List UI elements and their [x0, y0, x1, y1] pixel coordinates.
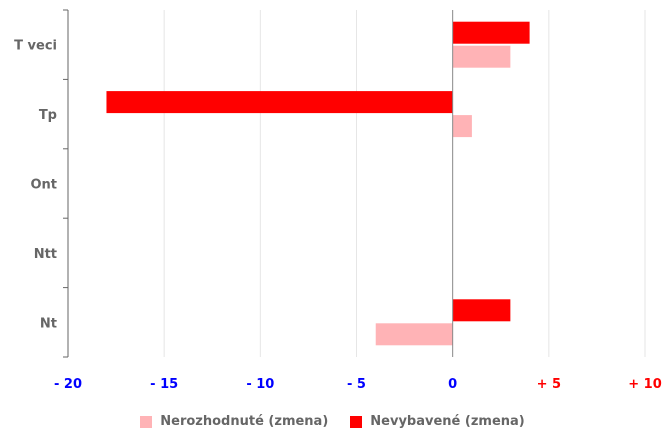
- x-tick-label: - 15: [150, 377, 178, 392]
- bar-nevybavene[interactable]: [452, 299, 511, 322]
- grid-lines: [67, 10, 646, 357]
- bar-nevybavene[interactable]: [106, 91, 453, 114]
- x-tick-label: - 5: [347, 377, 366, 392]
- x-tick-label: + 10: [628, 377, 662, 392]
- x-tick-label: + 5: [537, 377, 561, 392]
- legend: Nerozhodnuté (zmena) Nevybavené (zmena): [0, 414, 665, 429]
- legend-label-nerozhodnute: Nerozhodnuté (zmena): [160, 414, 329, 429]
- axes: [63, 9, 454, 358]
- bar-nevybavene[interactable]: [452, 21, 530, 44]
- x-tick-label: - 10: [246, 377, 274, 392]
- bar-nerozhodnute[interactable]: [452, 115, 472, 138]
- category-label: T veci: [14, 39, 57, 54]
- bar-nerozhodnute[interactable]: [375, 323, 453, 346]
- x-tick-label: 0: [448, 377, 457, 392]
- legend-item-nevybavene[interactable]: Nevybavené (zmena): [350, 414, 525, 429]
- category-label: Tp: [39, 108, 57, 123]
- legend-swatch-nerozhodnute: [140, 415, 153, 428]
- bars: [106, 21, 530, 346]
- legend-swatch-nevybavene: [350, 415, 363, 428]
- bar-nerozhodnute[interactable]: [452, 45, 511, 68]
- category-label: Nt: [40, 316, 57, 331]
- legend-item-nerozhodnute[interactable]: Nerozhodnuté (zmena): [140, 414, 328, 429]
- x-tick-label: - 20: [54, 377, 82, 392]
- category-label: Ntt: [34, 247, 57, 262]
- category-label: Ont: [30, 178, 57, 193]
- axis-labels: - 20 - 15 - 10 - 5 0 + 5 + 10 T veci Tp Ont Ntt Nt: [14, 39, 662, 392]
- legend-label-nevybavene: Nevybavené (zmena): [370, 414, 525, 429]
